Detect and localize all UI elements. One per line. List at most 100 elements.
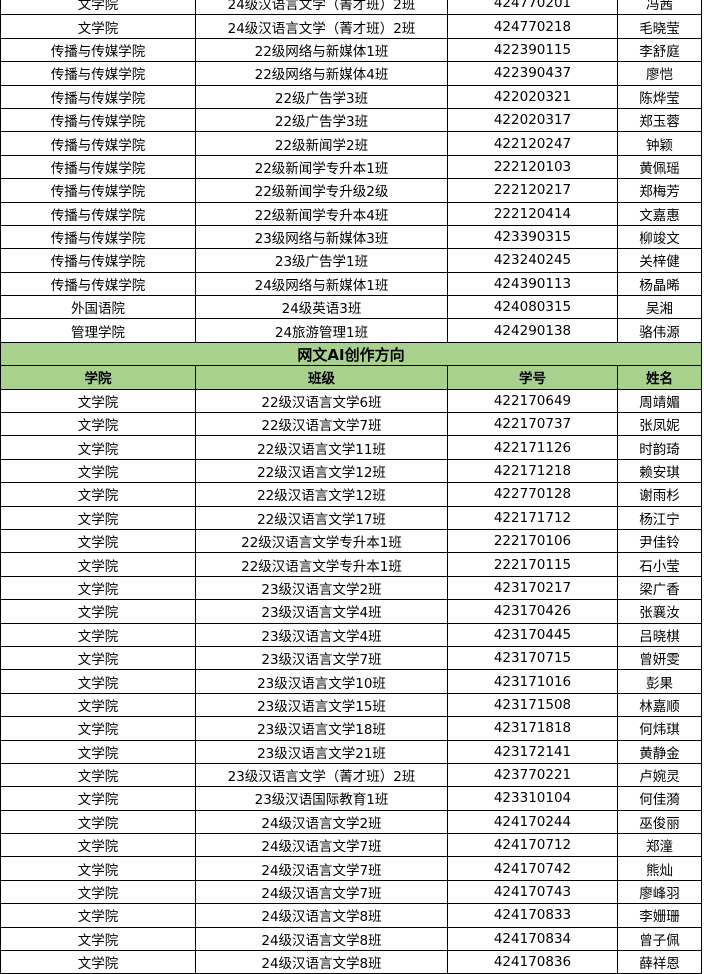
class-cell: 23级汉语言文学7班 bbox=[195, 645, 448, 671]
student-id-cell: 424170834 bbox=[447, 926, 618, 952]
student-id-cell: 423170715 bbox=[447, 645, 618, 671]
student-name-cell: 黄佩瑶 bbox=[617, 154, 702, 180]
table-row: 文学院 22级汉语言文学11班 422171126 时韵琦 bbox=[0, 435, 702, 460]
college-cell: 传播与传媒学院 bbox=[0, 131, 196, 156]
student-name-cell: 石小莹 bbox=[617, 552, 702, 577]
student-name-cell: 郑玉蓉 bbox=[617, 107, 702, 133]
college-cell: 传播与传媒学院 bbox=[0, 107, 196, 133]
table-row: 文学院 23级汉语言文学（菁才班）2班 423770221 卢婉灵 bbox=[0, 762, 702, 788]
table-row: 传播与传媒学院 23级广告学1班 423240245 关梓健 bbox=[0, 248, 702, 273]
college-cell: 文学院 bbox=[0, 528, 196, 554]
student-id-cell: 423170426 bbox=[447, 599, 618, 624]
student-name-cell: 曾妍雯 bbox=[617, 645, 702, 671]
class-cell: 23级网络与新媒体3班 bbox=[195, 224, 448, 250]
college-cell: 文学院 bbox=[0, 435, 196, 460]
college-cell: 文学院 bbox=[0, 716, 196, 741]
student-name-cell: 薛祥恩 bbox=[617, 950, 702, 974]
college-cell: 管理学院 bbox=[0, 318, 196, 343]
class-cell: 24级汉语言文学2班 bbox=[195, 809, 448, 835]
table-row: 管理学院 24旅游管理1班 424290138 骆伟源 bbox=[0, 318, 702, 343]
class-cell: 23级汉语言文学4班 bbox=[195, 622, 448, 647]
student-name-cell: 冯茜 bbox=[617, 0, 702, 16]
student-id-cell: 422120247 bbox=[447, 131, 618, 156]
table-row: 文学院 24级汉语言文学8班 424170836 薛祥恩 bbox=[0, 950, 702, 974]
table-row: 文学院 24级汉语言文学2班 424170244 巫俊丽 bbox=[0, 809, 702, 835]
table-row: 传播与传媒学院 22级新闻学专升级2级 222120217 郑梅芳 bbox=[0, 178, 702, 203]
student-name-cell: 黄静金 bbox=[617, 739, 702, 764]
student-name-cell: 卢婉灵 bbox=[617, 762, 702, 788]
class-cell: 24级网络与新媒体1班 bbox=[195, 271, 448, 297]
student-name-cell: 何佳漪 bbox=[617, 786, 702, 811]
student-name-cell: 郑梅芳 bbox=[617, 178, 702, 203]
table-row: 文学院 23级汉语言文学4班 423170445 吕晓棋 bbox=[0, 622, 702, 647]
student-id-cell: 423240245 bbox=[447, 248, 618, 273]
student-name-cell: 熊灿 bbox=[617, 856, 702, 881]
student-id-cell: 423171508 bbox=[447, 692, 618, 718]
class-cell: 22级汉语言文学12班 bbox=[195, 458, 448, 484]
student-id-cell: 423172141 bbox=[447, 739, 618, 764]
class-cell: 22级新闻学专升级2级 bbox=[195, 178, 448, 203]
table-row: 文学院 24级汉语言文学8班 424170833 李姗珊 bbox=[0, 903, 702, 928]
student-name-cell: 吴湘 bbox=[617, 295, 702, 320]
college-cell: 文学院 bbox=[0, 575, 196, 601]
student-name-cell: 文嘉惠 bbox=[617, 201, 702, 226]
student-id-cell: 222120103 bbox=[447, 154, 618, 180]
college-cell: 文学院 bbox=[0, 809, 196, 835]
student-id-cell: 423170217 bbox=[447, 575, 618, 601]
student-name-cell: 柳竣文 bbox=[617, 224, 702, 250]
class-cell: 22级汉语言文学17班 bbox=[195, 505, 448, 530]
class-cell: 23级汉语言文学10班 bbox=[195, 669, 448, 694]
student-id-cell: 422171126 bbox=[447, 435, 618, 460]
college-cell: 文学院 bbox=[0, 926, 196, 952]
table-row: 传播与传媒学院 22级新闻学专升本4班 222120414 文嘉惠 bbox=[0, 201, 702, 226]
student-id-cell: 424170742 bbox=[447, 856, 618, 881]
table-row: 文学院 24级汉语言文学（菁才班）2班 424770218 毛晓莹 bbox=[0, 14, 702, 39]
student-name-cell: 廖恺 bbox=[617, 61, 702, 86]
class-cell: 22级广告学3班 bbox=[195, 107, 448, 133]
student-name-cell: 廖峰羽 bbox=[617, 879, 702, 905]
table-row: 文学院 22级汉语言文学6班 422170649 周靖媚 bbox=[0, 388, 702, 414]
class-cell: 23级汉语言文学15班 bbox=[195, 692, 448, 718]
class-cell: 24级汉语言文学7班 bbox=[195, 856, 448, 881]
student-id-cell: 222170106 bbox=[447, 528, 618, 554]
college-cell: 文学院 bbox=[0, 458, 196, 484]
student-id-cell: 422170649 bbox=[447, 388, 618, 414]
class-cell: 23级汉语言文学18班 bbox=[195, 716, 448, 741]
table-row: 文学院 23级汉语言文学4班 423170426 张襄汝 bbox=[0, 599, 702, 624]
class-cell: 22级广告学3班 bbox=[195, 84, 448, 109]
table-row: 外国语院 24级英语3班 424080315 吴湘 bbox=[0, 295, 702, 320]
student-id-cell: 424170244 bbox=[447, 809, 618, 835]
table-row: 文学院 24级汉语言文学7班 424170743 廖峰羽 bbox=[0, 879, 702, 905]
class-cell: 22级网络与新媒体1班 bbox=[195, 37, 448, 63]
student-id-cell: 423770221 bbox=[447, 762, 618, 788]
student-name-cell: 吕晓棋 bbox=[617, 622, 702, 647]
college-cell: 文学院 bbox=[0, 388, 196, 414]
college-cell: 传播与传媒学院 bbox=[0, 61, 196, 86]
student-name-cell: 骆伟源 bbox=[617, 318, 702, 343]
college-cell: 文学院 bbox=[0, 505, 196, 530]
student-id-cell: 423310104 bbox=[447, 786, 618, 811]
header-row: 学院 班级 学号 姓名 bbox=[0, 365, 702, 390]
table-row: 文学院 22级汉语言文学专升本1班 222170106 尹佳铃 bbox=[0, 528, 702, 554]
class-cell: 23级汉语言文学2班 bbox=[195, 575, 448, 601]
table-row: 传播与传媒学院 22级新闻学专升本1班 222120103 黄佩瑶 bbox=[0, 154, 702, 180]
student-name-cell: 钟颖 bbox=[617, 131, 702, 156]
table-row: 文学院 23级汉语言文学18班 423171818 何炜琪 bbox=[0, 716, 702, 741]
class-cell: 22级汉语言文学7班 bbox=[195, 412, 448, 437]
class-cell: 23级汉语言文学（菁才班）2班 bbox=[195, 762, 448, 788]
student-id-cell: 424080315 bbox=[447, 295, 618, 320]
student-id-cell: 424170712 bbox=[447, 833, 618, 858]
college-cell: 文学院 bbox=[0, 856, 196, 881]
table-row: 文学院 22级汉语言文学专升本1班 222170115 石小莹 bbox=[0, 552, 702, 577]
class-cell: 24级汉语言文学（菁才班）2班 bbox=[195, 0, 448, 16]
student-name-cell: 杨晶晞 bbox=[617, 271, 702, 297]
class-cell: 22级新闻学专升本1班 bbox=[195, 154, 448, 180]
student-name-cell: 彭果 bbox=[617, 669, 702, 694]
student-name-cell: 林嘉顺 bbox=[617, 692, 702, 718]
student-name-cell: 尹佳铃 bbox=[617, 528, 702, 554]
class-cell: 22级汉语言文学12班 bbox=[195, 482, 448, 507]
table-row: 传播与传媒学院 22级新闻学2班 422120247 钟颖 bbox=[0, 131, 702, 156]
student-id-cell: 422170737 bbox=[447, 412, 618, 437]
class-cell: 22级汉语言文学专升本1班 bbox=[195, 528, 448, 554]
